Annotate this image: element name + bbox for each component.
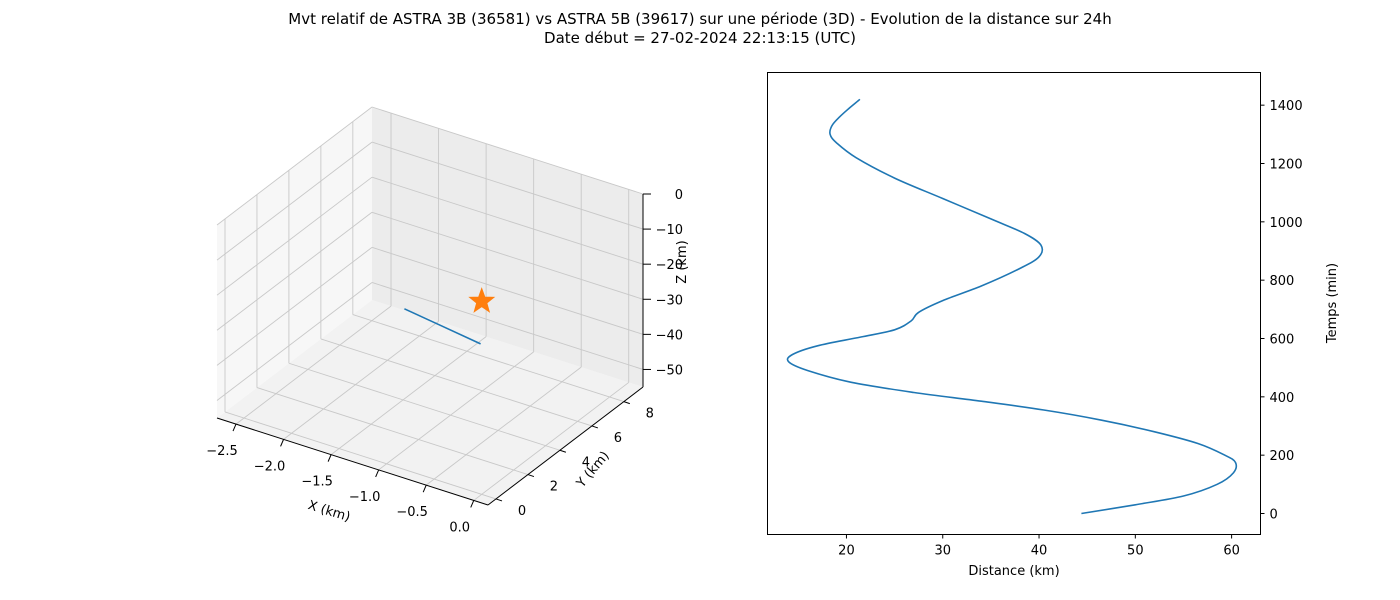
3d-x-tick bbox=[232, 423, 237, 432]
2d-y-tick-label: 200 bbox=[1270, 449, 1295, 464]
3d-grid-line-z bbox=[216, 106, 373, 226]
2d-y-tick-label: 800 bbox=[1270, 274, 1295, 289]
3d-grid bbox=[216, 106, 644, 501]
3d-z-tick-label: 0 bbox=[675, 188, 683, 203]
3d-y-tick bbox=[623, 401, 630, 405]
2d-x-axis-label: Distance (km) bbox=[968, 564, 1059, 579]
3d-y-axis-line bbox=[487, 386, 644, 506]
3d-grid-line-z bbox=[216, 176, 373, 296]
3d-z-axis-label: Z (km) bbox=[675, 240, 690, 283]
3d-grid-line-y bbox=[224, 411, 497, 500]
3d-grid-line-y bbox=[352, 314, 624, 403]
2d-x-tick-label: 40 bbox=[1031, 544, 1048, 559]
3d-grid-line-z bbox=[371, 106, 644, 195]
2d-plot-frame bbox=[767, 72, 1261, 535]
3d-z-tick-label: −30 bbox=[656, 293, 683, 308]
2d-x-tick-label: 50 bbox=[1127, 544, 1144, 559]
3d-x-tick-label: 0.0 bbox=[449, 520, 470, 535]
3d-x-tick bbox=[280, 439, 285, 447]
2d-y-tick-label: 1000 bbox=[1270, 216, 1303, 231]
2d-data-layer bbox=[786, 98, 1238, 515]
3d-x-tick bbox=[470, 500, 475, 508]
3d-z-tick-label: −50 bbox=[656, 363, 683, 378]
2d-y-tick-label: 600 bbox=[1270, 333, 1295, 348]
2d-y-tick-label: 0 bbox=[1270, 508, 1278, 523]
2d-x-tick-label: 20 bbox=[838, 544, 855, 559]
2d-distance-line bbox=[786, 98, 1238, 515]
3d-x-tick-label: −1.5 bbox=[301, 475, 333, 490]
3d-grid-line-x bbox=[473, 382, 630, 501]
3d-x-tick bbox=[327, 454, 332, 462]
3d-z-tick-label: −20 bbox=[656, 258, 683, 273]
3d-x-tick-label: −1.0 bbox=[349, 490, 381, 505]
3d-grid-line-x bbox=[283, 321, 439, 440]
2d-y-tick-label: 1400 bbox=[1270, 99, 1303, 114]
3d-trajectory-line bbox=[404, 308, 481, 345]
3d-grid-line-z bbox=[371, 141, 644, 230]
3d-x-tick-label: −0.5 bbox=[396, 505, 428, 520]
figure-title: Mvt relatif de ASTRA 3B (36581) vs ASTRA… bbox=[0, 10, 1400, 48]
3d-left-pane bbox=[217, 107, 372, 418]
3d-z-tick-label: −40 bbox=[656, 328, 683, 343]
3d-data-layer bbox=[404, 287, 496, 345]
2d-y-tick-label: 400 bbox=[1270, 391, 1295, 406]
3d-y-tick bbox=[591, 425, 599, 429]
3d-grid-line-x bbox=[378, 351, 534, 471]
3d-axis-lines: −2.5 −2.0 −1.5 −1.0 −0.5 0.0 0 2 4 6 8 0 −10 −20 −30 −4… bbox=[206, 188, 683, 535]
3d-reference-star-marker bbox=[468, 287, 496, 313]
3d-x-axis-line bbox=[216, 417, 489, 506]
3d-y-tick bbox=[559, 449, 567, 453]
3d-grid-line-y bbox=[288, 362, 561, 451]
3d-grid-line-z bbox=[371, 282, 644, 370]
3d-y-tick-label: 2 bbox=[550, 480, 558, 495]
3d-x-tick-label: −2.5 bbox=[206, 444, 238, 459]
3d-grid-line-z bbox=[216, 282, 373, 401]
3d-grid-line-z bbox=[371, 211, 644, 300]
3d-y-tick-label: 6 bbox=[614, 431, 622, 446]
3d-grid-line-z bbox=[216, 211, 373, 331]
3d-grid-line-y bbox=[320, 338, 593, 427]
3d-x-tick bbox=[422, 484, 427, 493]
2d-y-tick-label: 1200 bbox=[1270, 158, 1303, 173]
3d-floor-pane bbox=[217, 300, 643, 505]
chart-3d-trajectory: −2.5 −2.0 −1.5 −1.0 −0.5 0.0 0 2 4 6 8 0 −10 −20 −30 −4… bbox=[206, 106, 690, 535]
3d-grid-line-x bbox=[235, 305, 392, 425]
3d-grid-line-z bbox=[371, 246, 644, 335]
3d-grid-line-x bbox=[330, 336, 487, 455]
3d-x-tick-label: −2.0 bbox=[254, 459, 286, 474]
3d-grid-line-y bbox=[256, 387, 529, 476]
figure-title-line-2: Date début = 27-02-2024 22:13:15 (UTC) bbox=[544, 29, 856, 47]
3d-grid-line-z bbox=[216, 141, 373, 261]
3d-x-tick bbox=[375, 469, 380, 478]
3d-y-tick-label: 0 bbox=[518, 504, 526, 519]
3d-grid-line-z bbox=[216, 247, 373, 366]
3d-grid-line-z bbox=[371, 176, 644, 265]
2d-y-axis-label: Temps (min) bbox=[1325, 263, 1340, 344]
3d-z-tick-label: −10 bbox=[656, 223, 683, 238]
3d-grid-line-x bbox=[425, 366, 582, 486]
3d-axis-panes bbox=[217, 107, 643, 505]
3d-y-tick-label: 8 bbox=[646, 407, 654, 422]
2d-x-tick-label: 60 bbox=[1223, 544, 1240, 559]
3d-y-axis-label: Y (km) bbox=[573, 449, 612, 492]
3d-y-tick bbox=[495, 498, 503, 502]
2d-x-tick-label: 30 bbox=[934, 544, 951, 559]
figure-title-line-1: Mvt relatif de ASTRA 3B (36581) vs ASTRA… bbox=[288, 10, 1112, 28]
3d-back-pane bbox=[372, 107, 643, 387]
3d-x-axis-label: X (km) bbox=[306, 498, 352, 525]
3d-y-tick bbox=[527, 474, 535, 478]
3d-y-tick-label: 4 bbox=[582, 455, 590, 470]
